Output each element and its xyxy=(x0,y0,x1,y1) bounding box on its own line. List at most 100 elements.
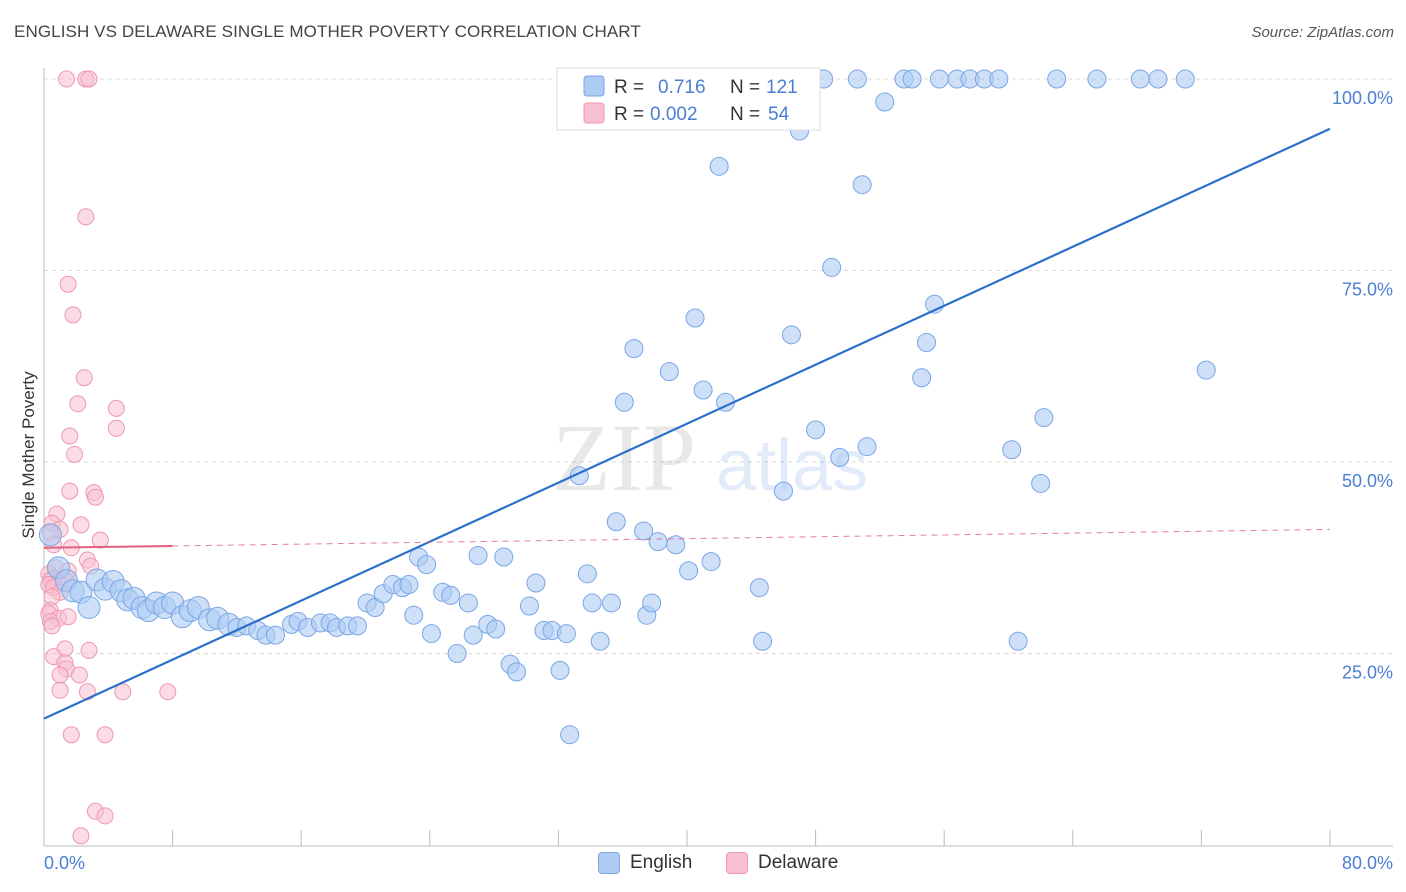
english-point xyxy=(929,69,949,89)
english-point xyxy=(857,437,877,457)
english-point xyxy=(38,523,62,547)
legend-delaware-r-label: R = xyxy=(614,104,644,125)
delaware-point xyxy=(107,419,125,437)
english-point xyxy=(404,605,424,625)
y-tick-label: 75.0% xyxy=(1342,280,1393,300)
legend-swatch-delaware xyxy=(583,102,605,124)
series-legend: English Delaware xyxy=(0,852,1406,878)
english-point xyxy=(1087,69,1107,89)
english-point xyxy=(749,578,769,598)
english-point xyxy=(679,561,699,581)
english-point xyxy=(917,333,937,353)
delaware-point xyxy=(159,683,177,701)
english-point xyxy=(1034,408,1054,428)
delaware-point xyxy=(107,399,125,417)
delaware-point xyxy=(51,681,69,699)
stats-legend: R = 0.716 N = 121 R = 0.002 N = 54 xyxy=(556,67,821,131)
english-point xyxy=(847,69,867,89)
delaware-points xyxy=(40,70,177,845)
legend-english-r-value: 0.716 xyxy=(658,77,706,98)
delaware-point xyxy=(91,531,109,549)
english-point xyxy=(648,532,668,552)
delaware-point xyxy=(64,306,82,324)
english-points xyxy=(38,69,1216,745)
legend-swatch-english xyxy=(583,75,605,97)
english-point xyxy=(781,325,801,345)
delaware-trend-line-dashed xyxy=(172,528,1331,547)
legend-english-r-label: R = xyxy=(614,77,644,98)
english-point xyxy=(902,69,922,89)
source-label: Source: ZipAtlas.com xyxy=(1251,24,1394,41)
english-point xyxy=(1047,69,1067,89)
delaware-point xyxy=(77,208,95,226)
english-point xyxy=(875,92,895,112)
delaware-point xyxy=(59,608,77,626)
english-point xyxy=(659,362,679,382)
english-point xyxy=(458,593,478,613)
legend-english-n-label: N = xyxy=(730,77,760,98)
english-point xyxy=(1031,473,1051,493)
english-point xyxy=(421,624,441,644)
english-point xyxy=(685,308,705,328)
english-point xyxy=(606,512,626,532)
english-point xyxy=(852,175,872,195)
delaware-point xyxy=(72,516,90,534)
english-point xyxy=(507,662,527,682)
english-point xyxy=(912,368,932,388)
delaware-point xyxy=(58,70,76,88)
legend-swatch-english-bottom xyxy=(598,852,620,874)
english-point xyxy=(666,535,686,555)
legend-delaware-n-value: 54 xyxy=(768,104,790,125)
english-point xyxy=(1130,69,1150,89)
legend-delaware-n-label: N = xyxy=(730,104,760,125)
english-point xyxy=(693,380,713,400)
delaware-point xyxy=(114,683,132,701)
watermark: ZIP atlas xyxy=(552,404,868,511)
x-tick-label-max: 80.0% xyxy=(1342,853,1393,873)
english-point xyxy=(773,481,793,501)
english-point xyxy=(822,257,842,277)
y-axis-label: Single Mother Poverty xyxy=(19,371,38,539)
delaware-point xyxy=(66,445,84,463)
delaware-point xyxy=(96,807,114,825)
delaware-point xyxy=(61,482,79,500)
english-point xyxy=(494,547,514,567)
trend-lines xyxy=(43,127,1331,720)
delaware-point xyxy=(62,726,80,744)
english-point xyxy=(624,339,644,359)
english-point xyxy=(642,593,662,613)
english-point xyxy=(989,69,1009,89)
legend-item-english[interactable]: English xyxy=(598,852,692,874)
x-tick-label-min: 0.0% xyxy=(44,853,85,873)
delaware-point xyxy=(72,827,90,845)
legend-english-n-value: 121 xyxy=(766,77,798,98)
english-point xyxy=(441,585,461,605)
english-point xyxy=(614,392,634,412)
english-point xyxy=(468,545,488,565)
english-point xyxy=(634,521,654,541)
legend-item-delaware[interactable]: Delaware xyxy=(726,852,838,874)
english-point xyxy=(806,420,826,440)
legend-label-english: English xyxy=(630,852,693,873)
english-point xyxy=(701,552,721,572)
delaware-trend-line-solid xyxy=(43,544,173,549)
legend-label-delaware: Delaware xyxy=(758,852,839,873)
english-point xyxy=(447,644,467,663)
english-point xyxy=(753,631,773,651)
delaware-point xyxy=(51,666,69,684)
delaware-point xyxy=(75,369,93,387)
english-point xyxy=(399,575,419,595)
english-point xyxy=(709,156,729,176)
english-point xyxy=(77,596,101,620)
delaware-point xyxy=(70,666,88,684)
delaware-point xyxy=(80,641,98,659)
watermark-zip: ZIP xyxy=(552,404,696,511)
y-tick-label: 50.0% xyxy=(1342,471,1393,491)
english-point xyxy=(265,625,285,645)
axes xyxy=(43,68,1393,847)
delaware-point xyxy=(61,427,79,445)
english-point xyxy=(347,616,367,636)
legend-delaware-r-value: 0.002 xyxy=(650,104,698,125)
english-point xyxy=(601,593,621,613)
delaware-point xyxy=(96,726,114,744)
